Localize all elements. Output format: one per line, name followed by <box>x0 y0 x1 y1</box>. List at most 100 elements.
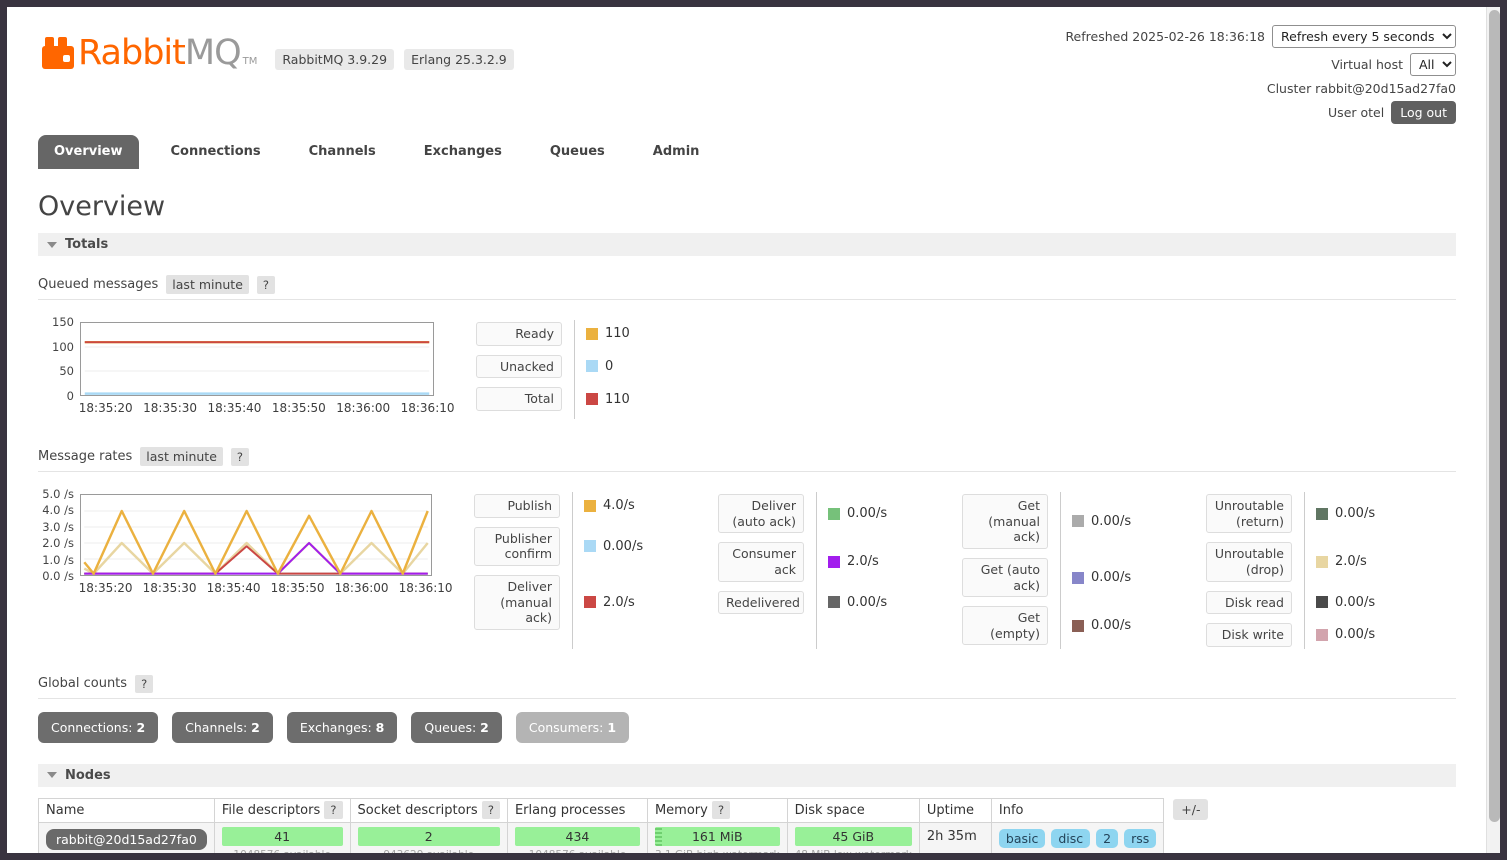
global-counts-title-row: Global counts ? <box>38 675 1456 699</box>
tab-exchanges[interactable]: Exchanges <box>408 135 518 169</box>
publisher-confirm-swatch-icon <box>584 540 596 552</box>
tab-queues[interactable]: Queues <box>534 135 621 169</box>
sd-help-icon[interactable]: ? <box>482 801 500 819</box>
logout-button[interactable]: Log out <box>1391 101 1456 124</box>
page-title: Overview <box>38 191 1456 222</box>
rabbitmq-logo[interactable]: RabbitMQ TM <box>38 33 257 73</box>
ready-swatch-icon <box>586 328 598 340</box>
col-memory: Memory ? <box>647 798 787 822</box>
legend-publisher-confirm-button[interactable]: Publisher confirm <box>474 527 560 566</box>
get-manual-swatch-icon <box>1072 515 1084 527</box>
deliver-auto-swatch-icon <box>828 508 840 520</box>
erlang-meter-bar: 434 <box>515 827 640 846</box>
rabbitmq-version-badge: RabbitMQ 3.9.29 <box>275 49 394 70</box>
connections-count-pill[interactable]: Connections: 2 <box>38 712 158 743</box>
user-label: User otel <box>1328 105 1384 120</box>
exchanges-count-pill[interactable]: Exchanges: 8 <box>287 712 398 743</box>
info-cell: basic disc 2 rss <box>991 822 1163 860</box>
legend-ready-button[interactable]: Ready <box>476 322 562 346</box>
rates-legend-col-3: Get (manual ack) 0.00/s Get (auto ack) 0… <box>962 494 1156 647</box>
queued-help-icon[interactable]: ? <box>257 276 275 294</box>
scrollbar-thumb[interactable] <box>1489 10 1500 822</box>
tab-connections[interactable]: Connections <box>155 135 277 169</box>
rates-legend-col-1: Publish 4.0/s Publisher confirm 0.00/s D… <box>474 494 668 647</box>
legend-consumer-ack-button[interactable]: Consumer ack <box>718 542 804 581</box>
ready-value: 110 <box>605 326 630 341</box>
legend-get-auto-button[interactable]: Get (auto ack) <box>962 558 1048 597</box>
unacked-value: 0 <box>605 359 613 374</box>
unacked-swatch-icon <box>586 360 598 372</box>
message-rates-title: Message rates <box>38 449 132 464</box>
disk-read-swatch-icon <box>1316 596 1328 608</box>
tab-overview[interactable]: Overview <box>38 135 139 169</box>
fd-help-icon[interactable]: ? <box>324 801 342 819</box>
fd-meter-bar: 41 <box>222 827 343 846</box>
consumers-count-pill[interactable]: Consumers: 1 <box>516 712 629 743</box>
legend-deliver-manual-button[interactable]: Deliver (manual ack) <box>474 575 560 630</box>
total-value: 110 <box>605 392 630 407</box>
global-counts-help-icon[interactable]: ? <box>135 675 153 693</box>
nodes-table: Name File descriptors ? Socket descripto… <box>38 798 1164 860</box>
legend-get-manual-button[interactable]: Get (manual ack) <box>962 494 1048 549</box>
message-rates-chart: 5.0 /s4.0 /s3.0 /s2.0 /s1.0 /s0.0 /s 18:… <box>80 494 432 647</box>
info-badge-rss: rss <box>1124 829 1156 848</box>
queued-messages-chart: 150100500 18:35:2018:35:3018:35:4018:35:… <box>80 322 434 417</box>
file-descriptors-cell: 41 1048576 available <box>214 822 350 860</box>
memory-meter-bar: 161 MiB <box>655 827 780 846</box>
rabbit-icon <box>38 33 78 73</box>
legend-unroutable-return-button[interactable]: Unroutable (return) <box>1206 494 1292 533</box>
queued-window-badge[interactable]: last minute <box>166 275 249 294</box>
rates-legend: Publish 4.0/s Publisher confirm 0.00/s D… <box>474 494 1400 647</box>
legend-redelivered-button[interactable]: Redelivered <box>718 591 804 615</box>
cluster-name: Cluster rabbit@20d15ad27fa0 <box>1267 81 1456 96</box>
info-badge-2: 2 <box>1096 829 1118 848</box>
node-name-pill[interactable]: rabbit@20d15ad27fa0 <box>46 829 207 850</box>
col-info: Info <box>991 798 1163 822</box>
trademark: TM <box>243 56 258 67</box>
legend-deliver-auto-button[interactable]: Deliver (auto ack) <box>718 494 804 533</box>
vertical-scrollbar[interactable] <box>1486 7 1500 853</box>
channels-count-pill[interactable]: Channels: 2 <box>172 712 273 743</box>
rates-help-icon[interactable]: ? <box>231 448 249 466</box>
queued-messages-title: Queued messages <box>38 277 158 292</box>
node-row: rabbit@20d15ad27fa0 41 1048576 available… <box>39 822 1164 860</box>
queues-count-pill[interactable]: Queues: 2 <box>411 712 501 743</box>
section-header-totals[interactable]: Totals <box>38 233 1456 256</box>
uptime-cell: 2h 35m <box>919 822 991 860</box>
rabbitmq-management-window: RabbitMQ TM RabbitMQ 3.9.29 Erlang 25.3.… <box>0 0 1507 860</box>
section-header-nodes[interactable]: Nodes <box>38 764 1456 787</box>
rates-legend-col-2: Deliver (auto ack) 0.00/s Consumer ack 2… <box>718 494 912 647</box>
disk-space-cell: 45 GiB 48 MiB low watermark <box>787 822 919 860</box>
col-erlang-processes: Erlang processes <box>507 798 647 822</box>
erlang-processes-cell: 434 1048576 available <box>507 822 647 860</box>
info-badge-basic: basic <box>999 829 1045 848</box>
virtual-host-select[interactable]: All <box>1410 53 1456 76</box>
rates-window-badge[interactable]: last minute <box>140 447 223 466</box>
legend-total-button[interactable]: Total <box>476 387 562 411</box>
disk-meter-bar: 45 GiB <box>795 827 912 846</box>
sd-meter-bar: 2 <box>358 827 500 846</box>
consumer-ack-swatch-icon <box>828 556 840 568</box>
message-rates-title-row: Message rates last minute ? <box>38 447 1456 472</box>
col-disk-space: Disk space <box>787 798 919 822</box>
legend-publish-button[interactable]: Publish <box>474 494 560 518</box>
unroutable-drop-swatch-icon <box>1316 556 1328 568</box>
tab-channels[interactable]: Channels <box>293 135 392 169</box>
col-uptime: Uptime <box>919 798 991 822</box>
memory-help-icon[interactable]: ? <box>712 801 730 819</box>
legend-disk-write-button[interactable]: Disk write <box>1206 623 1292 647</box>
refresh-interval-select[interactable]: Refresh every 5 seconds <box>1272 25 1456 48</box>
queued-x-axis: 18:35:2018:35:3018:35:4018:35:5018:36:00… <box>80 401 434 417</box>
col-file-descriptors: File descriptors ? <box>214 798 350 822</box>
brand-text: RabbitMQ <box>78 33 241 73</box>
table-columns-expander[interactable]: +/- <box>1173 799 1208 820</box>
message-rates-chart-row: 5.0 /s4.0 /s3.0 /s2.0 /s1.0 /s0.0 /s 18:… <box>38 494 1456 647</box>
legend-disk-read-button[interactable]: Disk read <box>1206 591 1292 615</box>
col-socket-descriptors: Socket descriptors ? <box>350 798 507 822</box>
nodes-table-header-row: Name File descriptors ? Socket descripto… <box>39 798 1164 822</box>
legend-get-empty-button[interactable]: Get (empty) <box>962 606 1048 645</box>
legend-unacked-button[interactable]: Unacked <box>476 355 562 379</box>
legend-unroutable-drop-button[interactable]: Unroutable (drop) <box>1206 542 1292 581</box>
refreshed-timestamp: Refreshed 2025-02-26 18:36:18 <box>1065 29 1265 44</box>
tab-admin[interactable]: Admin <box>637 135 716 169</box>
